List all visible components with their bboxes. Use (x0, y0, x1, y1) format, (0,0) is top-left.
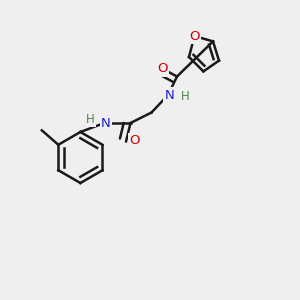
Text: N: N (165, 88, 174, 102)
Text: O: O (158, 62, 168, 76)
Text: O: O (129, 134, 140, 148)
Text: O: O (189, 29, 200, 43)
Text: H: H (181, 90, 190, 103)
Text: H: H (85, 113, 94, 126)
Text: N: N (101, 117, 111, 130)
